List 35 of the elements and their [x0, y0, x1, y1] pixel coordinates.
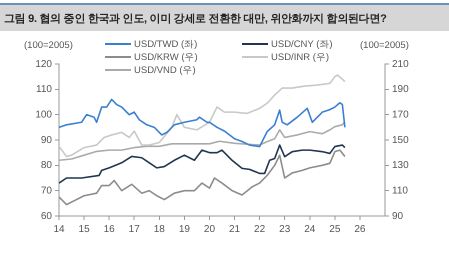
x-tick-label: 26	[354, 224, 366, 235]
y2-tick-label: 210	[392, 58, 410, 70]
y-axis-title: (100=2005)	[24, 40, 73, 51]
x-tick-label: 20	[204, 224, 216, 235]
chart-title: 그림 9. 협의 중인 한국과 인도, 이미 강세로 전환한 대만, 위안화까지 합의된다면?	[4, 12, 387, 26]
x-tick-label: 19	[178, 224, 190, 235]
y2-tick-label: 90	[392, 210, 404, 222]
legend-label: USD/INR (우)	[271, 50, 330, 64]
y2-tick-label: 170	[392, 109, 410, 120]
x-tick-label: 23	[279, 224, 291, 235]
legend-label: USD/KRW (우)	[134, 50, 198, 64]
y2-tick-label: 130	[392, 160, 410, 172]
x-tick-label: 17	[128, 224, 140, 235]
x-tick-label: 22	[254, 224, 266, 235]
y-tick-label: 80	[40, 160, 52, 172]
y-tick-label: 100	[35, 109, 52, 120]
legend-label: USD/TWD (좌)	[134, 38, 198, 50]
legend-label: USD/CNY (좌)	[271, 38, 333, 50]
y-tick-label: 60	[40, 210, 52, 222]
legend-label: USD/VND (우)	[134, 64, 196, 76]
y2-axis-title: (100=2005)	[360, 40, 409, 51]
x-tick-label: 25	[329, 224, 341, 235]
y2-tick-label: 110	[392, 185, 408, 196]
x-tick-label: 15	[78, 224, 90, 235]
y-tick-label: 120	[35, 58, 52, 70]
x-tick-label: 21	[228, 224, 241, 235]
x-tick-label: 14	[53, 224, 65, 235]
y-tick-label: 70	[40, 185, 52, 196]
y-tick-label: 110	[36, 84, 52, 96]
x-tick-label: 18	[154, 224, 166, 235]
y2-tick-label: 150	[392, 134, 410, 146]
x-tick-label: 16	[104, 224, 116, 235]
x-tick-label: 24	[304, 224, 316, 235]
y2-tick-label: 190	[392, 84, 410, 96]
y-tick-label: 90	[40, 134, 52, 146]
